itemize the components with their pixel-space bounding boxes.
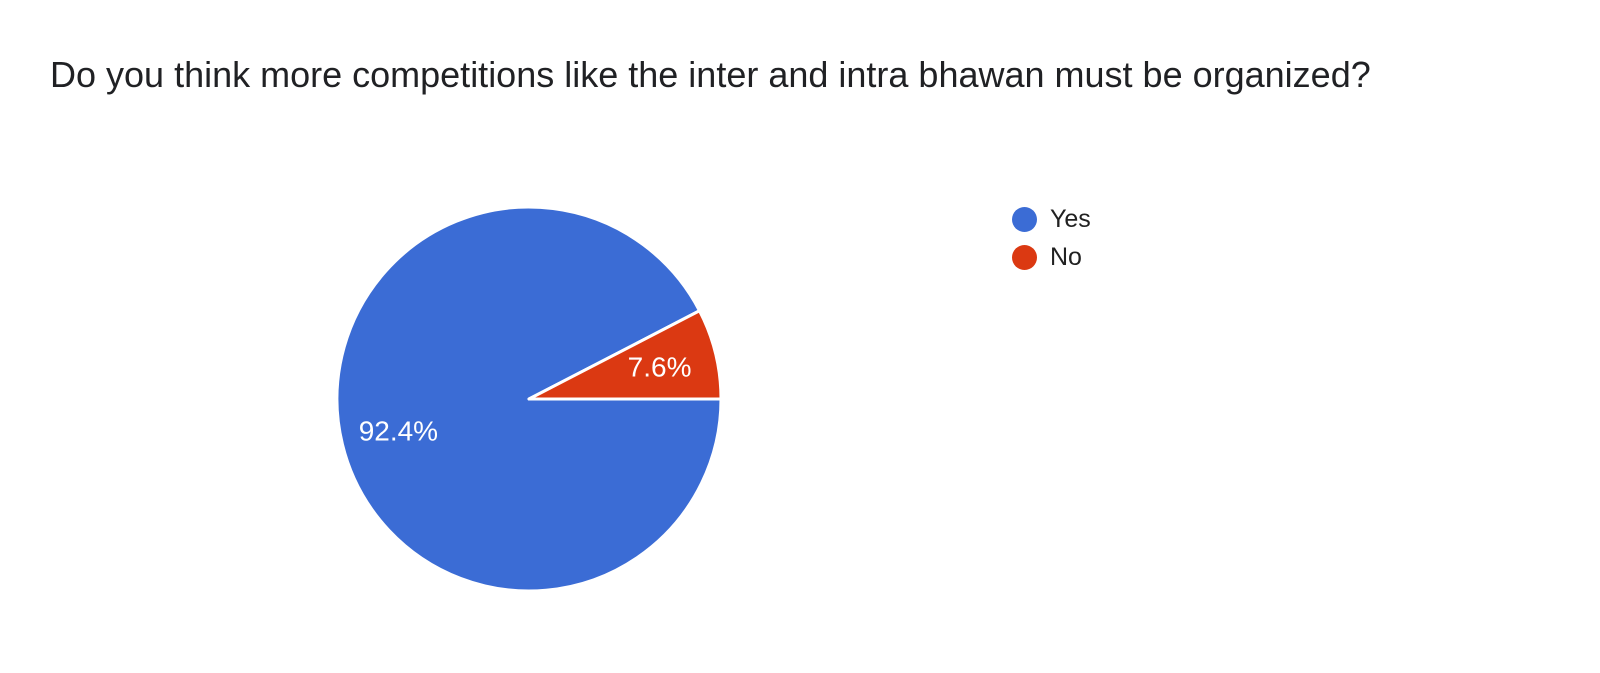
- legend-item-yes: Yes: [1012, 207, 1091, 232]
- slice-label-yes: 92.4%: [359, 415, 438, 446]
- legend-item-no: No: [1012, 245, 1091, 270]
- pie-chart: 92.4% 7.6%: [335, 205, 723, 593]
- chart-legend: Yes No: [1012, 207, 1091, 283]
- legend-swatch-no-icon: [1012, 245, 1037, 270]
- slice-label-no: 7.6%: [628, 352, 692, 383]
- legend-label-yes: Yes: [1050, 205, 1091, 233]
- legend-label-no: No: [1050, 243, 1082, 271]
- question-title: Do you think more competitions like the …: [50, 54, 1371, 95]
- pie-slice-no: [527, 309, 723, 401]
- legend-swatch-yes-icon: [1012, 207, 1037, 232]
